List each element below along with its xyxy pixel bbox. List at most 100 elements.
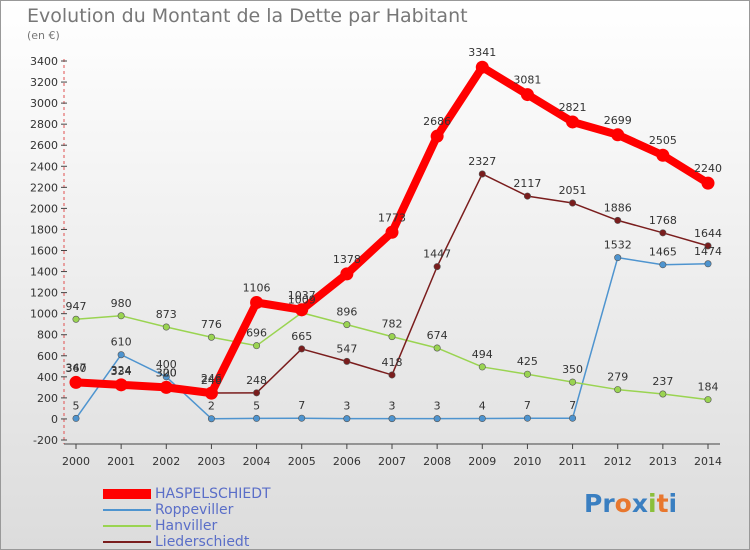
data-label-hanviller: 237 <box>652 375 673 388</box>
data-label-roppeviller: 400 <box>156 358 177 371</box>
data-label-liederschiedt: 320 <box>156 366 177 379</box>
data-point-roppeviller <box>659 261 667 269</box>
legend-label-haspelschiedt: HASPELSCHIEDT <box>155 486 271 502</box>
y-tick-label: 2800 <box>30 118 58 131</box>
data-label-haspelschiedt: 246 <box>201 372 222 385</box>
y-tick-label: 2200 <box>30 181 58 194</box>
data-label-roppeviller: 5 <box>73 399 80 412</box>
data-label-haspelschiedt: 1773 <box>378 211 406 224</box>
y-tick-label: 0 <box>51 413 58 426</box>
data-label-liederschiedt: 2117 <box>513 177 541 190</box>
data-label-hanviller: 425 <box>517 355 538 368</box>
x-tick-label: 2000 <box>62 455 90 468</box>
y-tick-label: 1400 <box>30 266 58 279</box>
y-tick-label: 1600 <box>30 245 58 258</box>
data-point-roppeviller <box>478 415 486 423</box>
data-point-haspelschiedt <box>69 375 83 389</box>
x-tick-label: 2001 <box>107 455 135 468</box>
x-tick-label: 2013 <box>649 455 677 468</box>
data-point-haspelschiedt <box>611 128 625 142</box>
legend-swatch-liederschiedt <box>103 541 151 543</box>
data-point-haspelschiedt <box>250 296 264 310</box>
data-point-liederschiedt <box>659 229 667 237</box>
legend-swatch-roppeviller <box>103 509 151 511</box>
data-label-roppeviller: 7 <box>569 399 576 412</box>
data-point-haspelschiedt <box>430 129 444 143</box>
data-label-roppeviller: 4 <box>479 400 486 413</box>
y-tick-label: 1000 <box>30 308 58 321</box>
data-label-hanviller: 350 <box>562 363 583 376</box>
data-point-hanviller <box>614 386 622 394</box>
data-label-haspelschiedt: 2699 <box>604 114 632 127</box>
y-tick-label: 800 <box>37 329 58 342</box>
y-tick-label: -200 <box>33 434 58 447</box>
data-label-roppeviller: 5 <box>253 399 260 412</box>
y-tick-label: 3000 <box>30 97 58 110</box>
y-tick-label: 1800 <box>30 223 58 236</box>
logo-letter: i <box>648 489 657 518</box>
data-point-roppeviller <box>569 414 577 422</box>
data-point-roppeviller <box>117 351 125 359</box>
data-label-liederschiedt: 1768 <box>649 214 677 227</box>
data-point-haspelschiedt <box>701 176 715 190</box>
data-label-liederschiedt: 246 <box>201 374 222 387</box>
data-point-haspelschiedt <box>340 267 354 281</box>
data-point-hanviller <box>704 396 712 404</box>
data-label-roppeviller: 7 <box>298 399 305 412</box>
legend-label-roppeviller: Roppeviller <box>155 502 234 518</box>
data-label-hanviller: 776 <box>201 318 222 331</box>
data-label-liederschiedt: 1886 <box>604 201 632 214</box>
data-point-roppeviller <box>162 373 170 381</box>
data-point-haspelschiedt <box>204 386 218 400</box>
data-point-roppeviller <box>388 415 396 423</box>
legend-label-hanviller: Hanviller <box>155 518 218 534</box>
data-point-liederschiedt <box>523 192 531 200</box>
x-tick-label: 2003 <box>197 455 225 468</box>
data-point-liederschiedt <box>569 199 577 207</box>
data-label-haspelschiedt: 2686 <box>423 115 451 128</box>
data-label-haspelschiedt: 347 <box>66 361 87 374</box>
data-label-hanviller: 980 <box>111 297 132 310</box>
data-point-liederschiedt <box>433 263 441 271</box>
data-label-roppeviller: 3 <box>343 400 350 413</box>
data-point-hanviller <box>523 370 531 378</box>
data-point-liederschiedt <box>704 242 712 250</box>
data-label-roppeviller: 3 <box>389 400 396 413</box>
data-label-liederschiedt: 360 <box>66 362 87 375</box>
data-label-roppeviller: 1532 <box>604 239 632 252</box>
data-label-liederschiedt: 2051 <box>559 184 587 197</box>
y-tick-label: 2400 <box>30 160 58 173</box>
data-label-hanviller: 1009 <box>288 294 316 307</box>
y-tick-label: 2000 <box>30 202 58 215</box>
data-point-haspelschiedt <box>159 380 173 394</box>
data-label-hanviller: 873 <box>156 308 177 321</box>
data-label-haspelschiedt: 3341 <box>468 46 496 59</box>
data-label-hanviller: 674 <box>427 329 448 342</box>
data-point-liederschiedt <box>614 216 622 224</box>
data-point-roppeviller <box>523 414 531 422</box>
x-tick-label: 2011 <box>559 455 587 468</box>
y-tick-label: 2600 <box>30 139 58 152</box>
chart-title: Evolution du Montant de la Dette par Hab… <box>27 5 468 27</box>
data-point-hanviller <box>388 333 396 341</box>
y-tick-label: 1200 <box>30 287 58 300</box>
logo-letter: o <box>614 489 632 518</box>
data-point-hanviller <box>478 363 486 371</box>
data-label-hanviller: 279 <box>607 371 628 384</box>
data-label-hanviller: 696 <box>246 327 267 340</box>
y-tick-label: 200 <box>37 392 58 405</box>
data-label-hanviller: 782 <box>382 318 403 331</box>
x-tick-label: 2007 <box>378 455 406 468</box>
data-label-hanviller: 494 <box>472 348 493 361</box>
data-point-haspelschiedt <box>475 60 489 74</box>
data-point-liederschiedt <box>343 357 351 365</box>
data-point-haspelschiedt <box>385 225 399 239</box>
data-label-roppeviller: 7 <box>524 399 531 412</box>
data-label-haspelschiedt: 324 <box>111 364 132 377</box>
data-point-liederschiedt <box>253 389 261 397</box>
data-point-hanviller <box>659 390 667 398</box>
data-label-haspelschiedt: 3081 <box>513 74 541 87</box>
data-point-roppeviller <box>433 415 441 423</box>
y-tick-label: 3200 <box>30 76 58 89</box>
